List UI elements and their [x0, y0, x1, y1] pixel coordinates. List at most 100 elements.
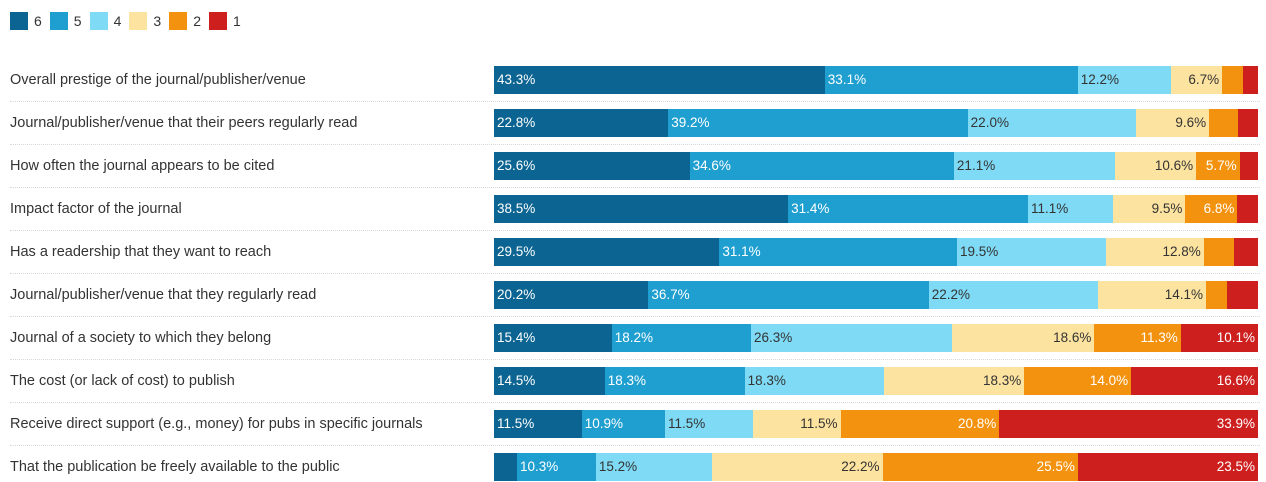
- bar-segment: [1209, 109, 1239, 137]
- bar-value-label: 34.6%: [693, 152, 731, 180]
- bar-value-label: 33.1%: [828, 66, 866, 94]
- bar-value-label: 10.1%: [1217, 324, 1255, 352]
- bar-segment: [1206, 281, 1228, 309]
- bar-value-label: 6.7%: [1188, 66, 1219, 94]
- bar-value-label: 25.6%: [497, 152, 535, 180]
- row-separator: [10, 316, 1260, 317]
- category-label: Receive direct support (e.g., money) for…: [10, 409, 423, 439]
- bar-value-label: 6.8%: [1204, 195, 1235, 223]
- category-label: Journal/publisher/venue that their peers…: [10, 108, 357, 138]
- bar-segment: [494, 453, 517, 481]
- bar-value-label: 11.5%: [668, 410, 705, 438]
- bar-segment: [1234, 238, 1259, 266]
- bar-value-label: 43.3%: [497, 66, 535, 94]
- bar-segment: [668, 109, 968, 137]
- legend-label: 2: [193, 12, 201, 30]
- bar-value-label: 12.8%: [1162, 238, 1200, 266]
- legend-label: 3: [153, 12, 161, 30]
- bar-value-label: 23.5%: [1217, 453, 1255, 481]
- legend-item: 1: [209, 12, 241, 30]
- category-label: The cost (or lack of cost) to publish: [10, 366, 235, 396]
- category-label: How often the journal appears to be cite…: [10, 151, 274, 181]
- bar-value-label: 14.0%: [1090, 367, 1128, 395]
- bar-value-label: 15.4%: [497, 324, 535, 352]
- bar-value-label: 29.5%: [497, 238, 535, 266]
- category-label: Impact factor of the journal: [10, 194, 182, 224]
- bar-value-label: 9.6%: [1175, 109, 1206, 137]
- bar-value-label: 18.3%: [983, 367, 1021, 395]
- row-separator: [10, 402, 1260, 403]
- row-separator: [10, 359, 1260, 360]
- bar-value-label: 22.2%: [932, 281, 970, 309]
- bar-value-label: 16.6%: [1217, 367, 1255, 395]
- bar-segment: [494, 66, 825, 94]
- bar-value-label: 12.2%: [1081, 66, 1119, 94]
- bar-value-label: 21.1%: [957, 152, 995, 180]
- category-label: Overall prestige of the journal/publishe…: [10, 65, 306, 95]
- bar-value-label: 14.1%: [1165, 281, 1203, 309]
- row-separator: [10, 101, 1260, 102]
- bar-value-label: 14.5%: [497, 367, 535, 395]
- row-separator: [10, 187, 1260, 188]
- legend-item: 3: [129, 12, 161, 30]
- bar-segment: [1243, 66, 1259, 94]
- bar-segment: [1237, 195, 1258, 223]
- legend-label: 4: [114, 12, 122, 30]
- bar-segment: [648, 281, 929, 309]
- legend-item: 6: [10, 12, 42, 30]
- bar-value-label: 5.7%: [1206, 152, 1237, 180]
- bar-value-label: 18.3%: [748, 367, 786, 395]
- bar-value-label: 10.6%: [1155, 152, 1193, 180]
- bar-segment: [1238, 109, 1258, 137]
- legend-label: 5: [74, 12, 82, 30]
- bar-value-label: 22.2%: [841, 453, 879, 481]
- bar-value-label: 10.9%: [585, 410, 623, 438]
- bar-segment: [1204, 238, 1234, 266]
- bar-segment: [494, 195, 789, 223]
- bar-value-label: 20.2%: [497, 281, 535, 309]
- bar-value-label: 15.2%: [599, 453, 637, 481]
- bar-value-label: 33.9%: [1217, 410, 1255, 438]
- bar-value-label: 11.5%: [800, 410, 837, 438]
- legend-swatch: [129, 12, 147, 30]
- bar-value-label: 20.8%: [958, 410, 996, 438]
- legend-swatch: [169, 12, 187, 30]
- legend-label: 1: [233, 12, 241, 30]
- bar-value-label: 22.0%: [971, 109, 1009, 137]
- bar-value-label: 19.5%: [960, 238, 998, 266]
- legend-item: 2: [169, 12, 201, 30]
- legend-label: 6: [34, 12, 42, 30]
- category-label: Has a readership that they want to reach: [10, 237, 271, 267]
- bar-value-label: 11.3%: [1140, 324, 1177, 352]
- row-separator: [10, 144, 1260, 145]
- category-label: Journal of a society to which they belon…: [10, 323, 271, 353]
- bar-value-label: 36.7%: [651, 281, 689, 309]
- bar-value-label: 31.4%: [791, 195, 829, 223]
- bar-value-label: 26.3%: [754, 324, 792, 352]
- bar-value-label: 38.5%: [497, 195, 535, 223]
- legend-swatch: [90, 12, 108, 30]
- row-separator: [10, 445, 1260, 446]
- bar-value-label: 9.5%: [1152, 195, 1183, 223]
- bar-value-label: 18.2%: [615, 324, 653, 352]
- bar-segment: [1227, 281, 1258, 309]
- category-label: That the publication be freely available…: [10, 452, 340, 482]
- bar-value-label: 10.3%: [520, 453, 558, 481]
- bar-segment: [1222, 66, 1243, 94]
- row-separator: [10, 273, 1260, 274]
- legend-swatch: [50, 12, 68, 30]
- bar-value-label: 31.1%: [722, 238, 760, 266]
- chart-legend: 6 5 4 3 2 1: [10, 12, 249, 30]
- bar-value-label: 39.2%: [671, 109, 709, 137]
- legend-item: 5: [50, 12, 82, 30]
- bar-value-label: 11.5%: [497, 410, 534, 438]
- row-separator: [10, 230, 1260, 231]
- legend-item: 4: [90, 12, 122, 30]
- legend-swatch: [10, 12, 28, 30]
- bar-value-label: 11.1%: [1031, 195, 1068, 223]
- bar-value-label: 18.3%: [608, 367, 646, 395]
- bar-segment: [1240, 152, 1259, 180]
- bar-value-label: 25.5%: [1037, 453, 1075, 481]
- legend-swatch: [209, 12, 227, 30]
- bar-value-label: 18.6%: [1053, 324, 1091, 352]
